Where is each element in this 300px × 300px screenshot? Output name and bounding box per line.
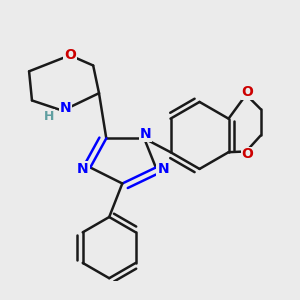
Text: N: N	[77, 162, 89, 176]
Text: N: N	[140, 127, 152, 141]
Text: O: O	[64, 48, 76, 62]
Text: N: N	[157, 162, 169, 176]
Text: O: O	[242, 85, 254, 99]
Text: H: H	[44, 110, 55, 123]
Text: N: N	[60, 101, 71, 115]
Text: O: O	[242, 147, 254, 161]
